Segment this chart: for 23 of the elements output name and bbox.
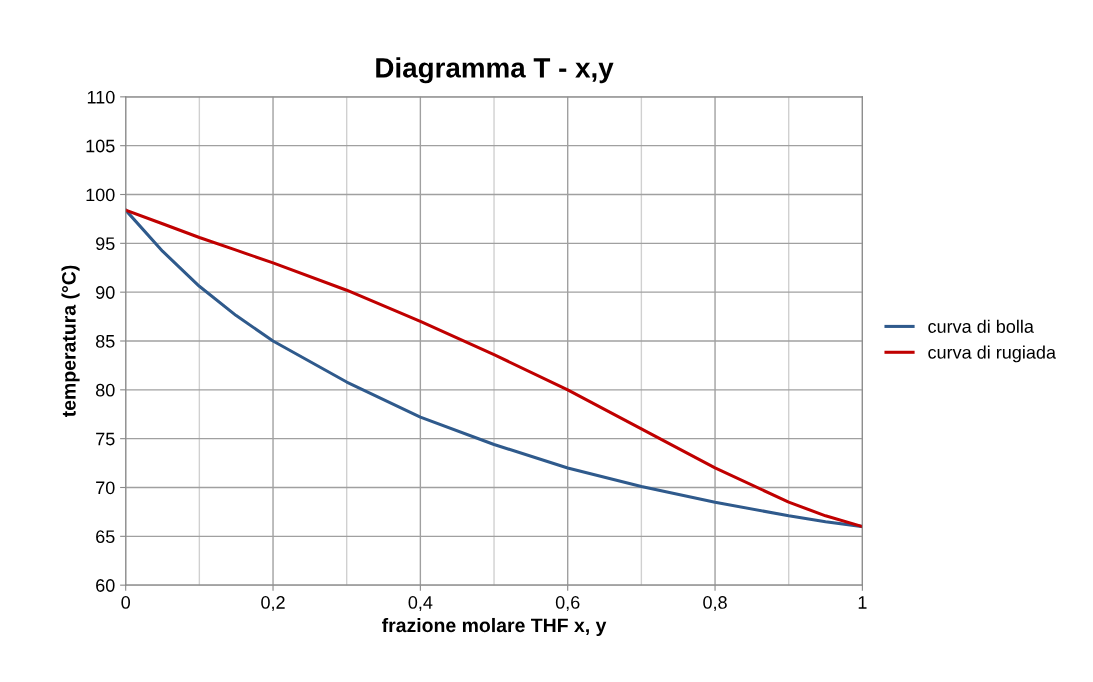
x-tick-label: 1 xyxy=(858,596,867,609)
x-tick-label: 0,4 xyxy=(408,596,433,611)
y-tick-label: 60 xyxy=(96,579,115,592)
y-tick-label: 105 xyxy=(86,139,115,153)
y-tick-label: 70 xyxy=(96,481,115,495)
y-tick-label: 75 xyxy=(96,432,115,446)
x-axis-title: frazione molare THF x, y xyxy=(382,617,607,637)
y-tick-label: 100 xyxy=(86,188,115,202)
x-tick-label: 0,8 xyxy=(703,596,727,611)
y-tick-label: 80 xyxy=(95,383,115,397)
x-tick-label: 0,6 xyxy=(555,596,580,611)
line-series xyxy=(125,208,863,529)
y-tick-label: 85 xyxy=(95,334,115,348)
y-tick-label: 110 xyxy=(87,90,115,104)
x-tick-label: 0,2 xyxy=(261,596,285,611)
y-axis-title: temperatura (°C) xyxy=(61,265,80,418)
legend-label: curva di bolla xyxy=(928,319,1034,333)
y-tick-label: 65 xyxy=(96,530,115,544)
y-tick-label: 95 xyxy=(96,237,115,251)
legend-label: curva di rugiada xyxy=(928,345,1056,363)
chart-title: Diagramma T - x,y xyxy=(376,57,614,84)
y-tick-label: 90 xyxy=(96,286,115,299)
x-tick-label: 0 xyxy=(121,596,131,609)
